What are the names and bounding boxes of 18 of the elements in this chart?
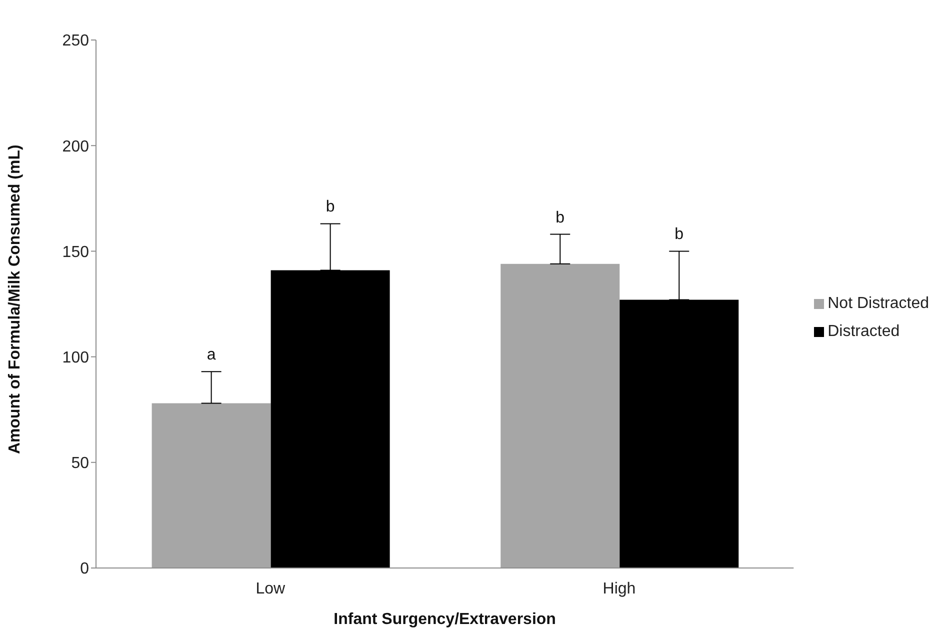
y-tick-label: 100	[62, 349, 90, 366]
legend-label: Not Distracted	[828, 294, 929, 314]
y-tick-label: 150	[62, 244, 90, 261]
x-tick-label: Low	[256, 580, 286, 598]
legend-label: Distracted	[828, 322, 900, 342]
annotation: b	[556, 209, 565, 226]
y-tick-label: 200	[62, 138, 90, 156]
x-tick-label: High	[602, 580, 636, 598]
y-tick-label: 50	[71, 455, 90, 472]
annotation: b	[326, 198, 335, 216]
bar	[152, 403, 271, 568]
y-axis-title: Amount of Formula/Milk Consumed (mL)	[6, 144, 24, 454]
bar	[500, 264, 620, 568]
y-tick-label: 250	[62, 32, 90, 50]
x-axis-title: Infant Surgency/Extraversion	[334, 611, 556, 628]
annotation: a	[206, 346, 216, 364]
y-tick-label: 0	[80, 560, 90, 578]
annotation: b	[674, 226, 684, 244]
